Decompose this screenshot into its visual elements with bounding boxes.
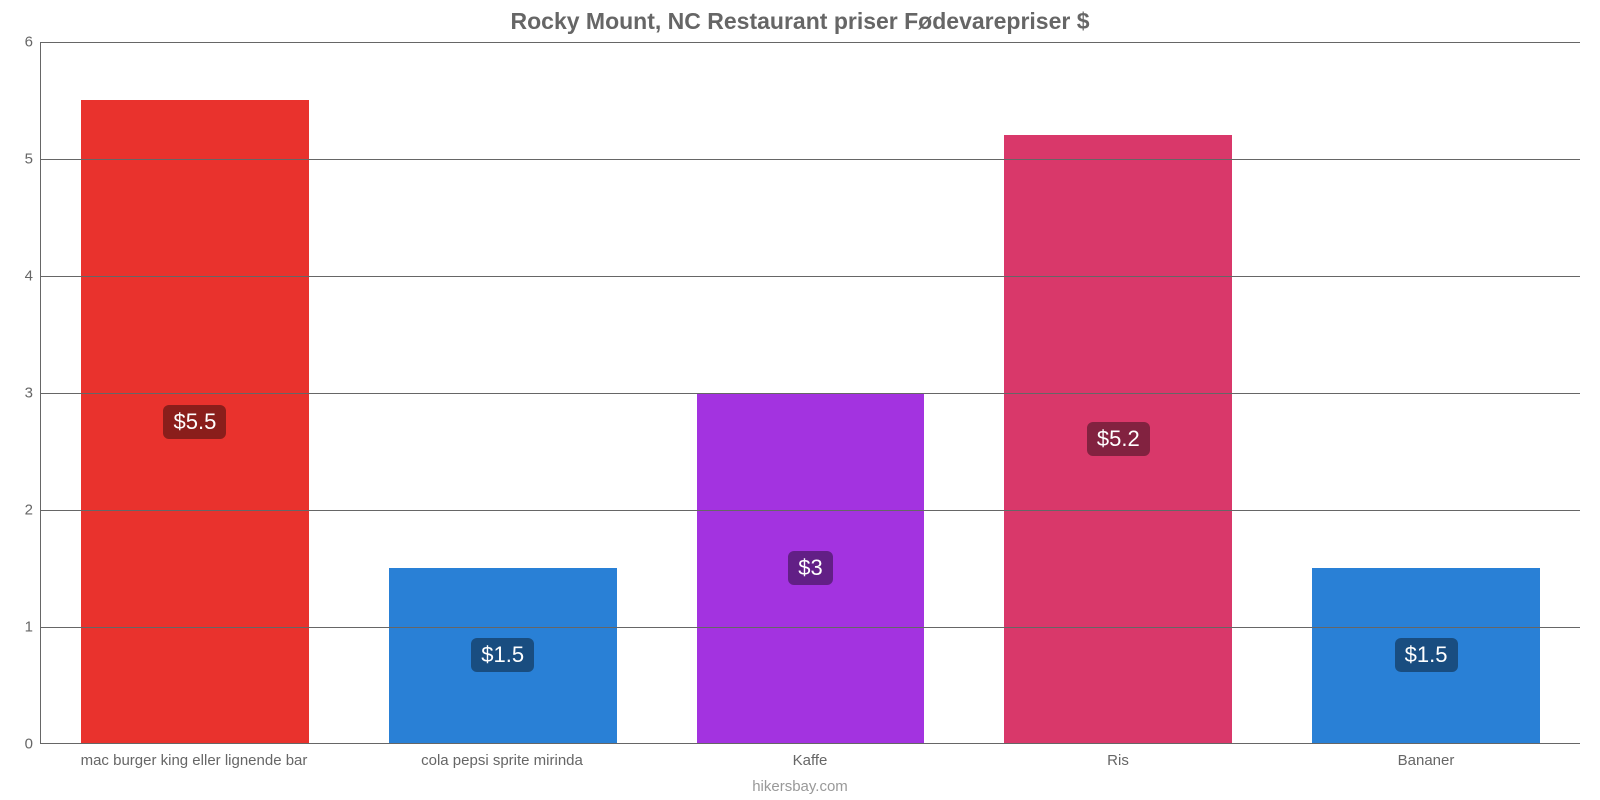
chart-footer: hikersbay.com [0,778,1600,795]
y-tick-label: 3 [25,385,41,402]
bar-value-label: $1.5 [1395,638,1458,672]
x-tick-label: cola pepsi sprite mirinda [348,752,656,769]
y-tick-label: 4 [25,268,41,285]
bar-value-label: $5.2 [1087,422,1150,456]
plot-area: $5.5$1.5$3$5.2$1.5 0123456 [40,42,1580,744]
chart-title: Rocky Mount, NC Restaurant priser Fødeva… [0,8,1600,35]
bar: $5.2 [1004,135,1232,743]
bar: $1.5 [1312,568,1540,743]
x-tick-label: Bananer [1272,752,1580,769]
bar: $3 [697,393,925,744]
gridline [41,42,1580,43]
gridline [41,627,1580,628]
bar: $1.5 [389,568,617,743]
gridline [41,276,1580,277]
gridline [41,159,1580,160]
y-tick-label: 2 [25,502,41,519]
bar-value-label: $3 [788,551,832,585]
y-tick-label: 0 [25,736,41,753]
x-tick-label: Kaffe [656,752,964,769]
x-tick-label: mac burger king eller lignende bar [40,752,348,769]
y-tick-label: 1 [25,619,41,636]
gridline [41,510,1580,511]
bar: $5.5 [81,100,309,743]
x-tick-label: Ris [964,752,1272,769]
y-tick-label: 6 [25,34,41,51]
y-tick-label: 5 [25,151,41,168]
bar-value-label: $5.5 [163,405,226,439]
bar-value-label: $1.5 [471,638,534,672]
x-axis-labels: mac burger king eller lignende barcola p… [40,752,1580,769]
gridline [41,393,1580,394]
